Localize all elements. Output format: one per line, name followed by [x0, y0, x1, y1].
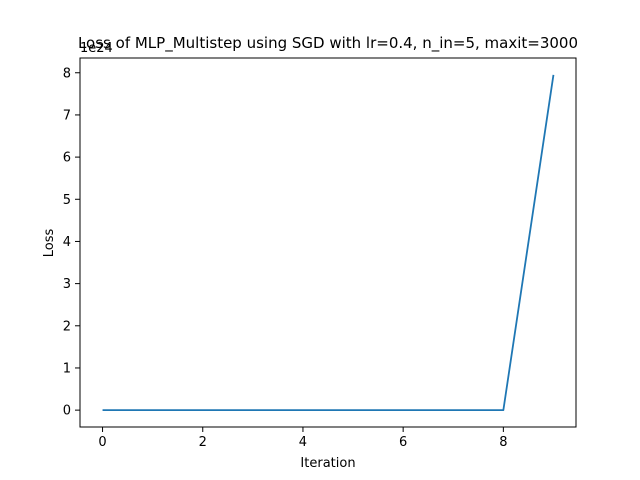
- y-tick-label: 7: [63, 108, 71, 123]
- x-tick-label: 6: [399, 435, 407, 450]
- y-tick-label: 5: [63, 193, 71, 208]
- loss-series-line-0: [102, 74, 555, 412]
- plot-frame: [79, 57, 577, 428]
- x-tick-label: 4: [299, 435, 307, 450]
- x-tick-label: 2: [199, 435, 207, 450]
- y-tick-label: 4: [63, 235, 71, 250]
- y-axis-label: Loss: [42, 229, 57, 258]
- x-axis: 0 2 4 6 8: [98, 427, 507, 450]
- x-tick-label: 8: [499, 435, 507, 450]
- y-tick-label: 2: [63, 319, 71, 334]
- y-tick-label: 8: [63, 66, 71, 81]
- x-axis-label: Iteration: [300, 456, 355, 471]
- y-tick-label: 1: [63, 361, 71, 376]
- y-axis: 0 1 2 3 4 5 6 7 8: [63, 66, 80, 419]
- x-tick-label: 0: [98, 435, 106, 450]
- y-tick-label: 6: [63, 151, 71, 166]
- y-offset-label: 1e24: [80, 41, 113, 56]
- chart-title: Loss of MLP_Multistep using SGD with lr=…: [78, 34, 578, 53]
- plot-area: [102, 74, 555, 412]
- y-tick-label: 0: [63, 404, 71, 419]
- y-tick-label: 3: [63, 277, 71, 292]
